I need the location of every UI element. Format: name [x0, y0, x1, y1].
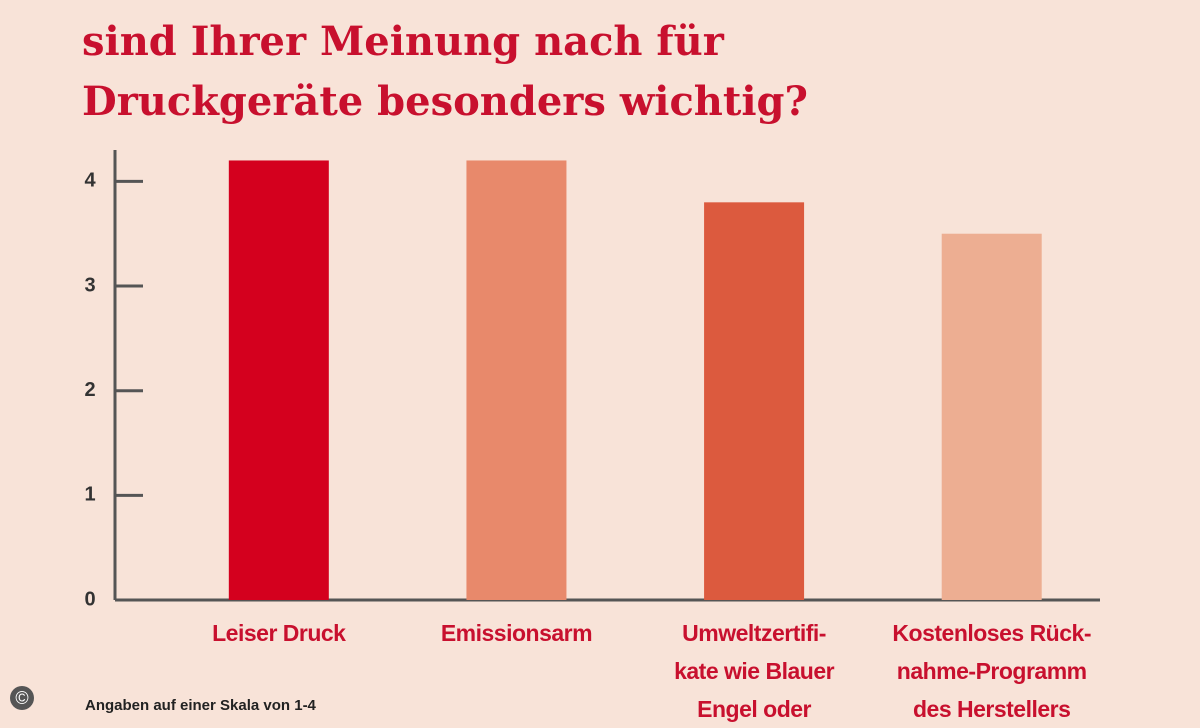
- y-tick-label: 3: [84, 274, 95, 296]
- footnote: Angaben auf einer Skala von 1-4: [85, 697, 316, 714]
- y-tick-label: 2: [84, 379, 95, 401]
- x-tick-label: Leiser Druck: [212, 620, 346, 646]
- x-tick-label: Umweltzertifi- kate wie Blauer Engel ode…: [674, 620, 835, 722]
- x-tick-label: Kostenloses Rück- nahme-Programm des Her…: [892, 620, 1091, 722]
- bar: [228, 160, 329, 600]
- x-tick-label: Emissionsarm: [440, 620, 593, 646]
- y-tick-label: 0: [84, 588, 95, 610]
- y-tick-label: 4: [84, 170, 96, 192]
- bar: [941, 233, 1042, 600]
- chart-title: sind Ihrer Meinung nach für Druckgeräte …: [82, 18, 808, 125]
- copyright: ©: [10, 686, 34, 710]
- bar: [466, 160, 567, 600]
- y-tick-label: 1: [84, 484, 95, 506]
- bar: [704, 202, 805, 601]
